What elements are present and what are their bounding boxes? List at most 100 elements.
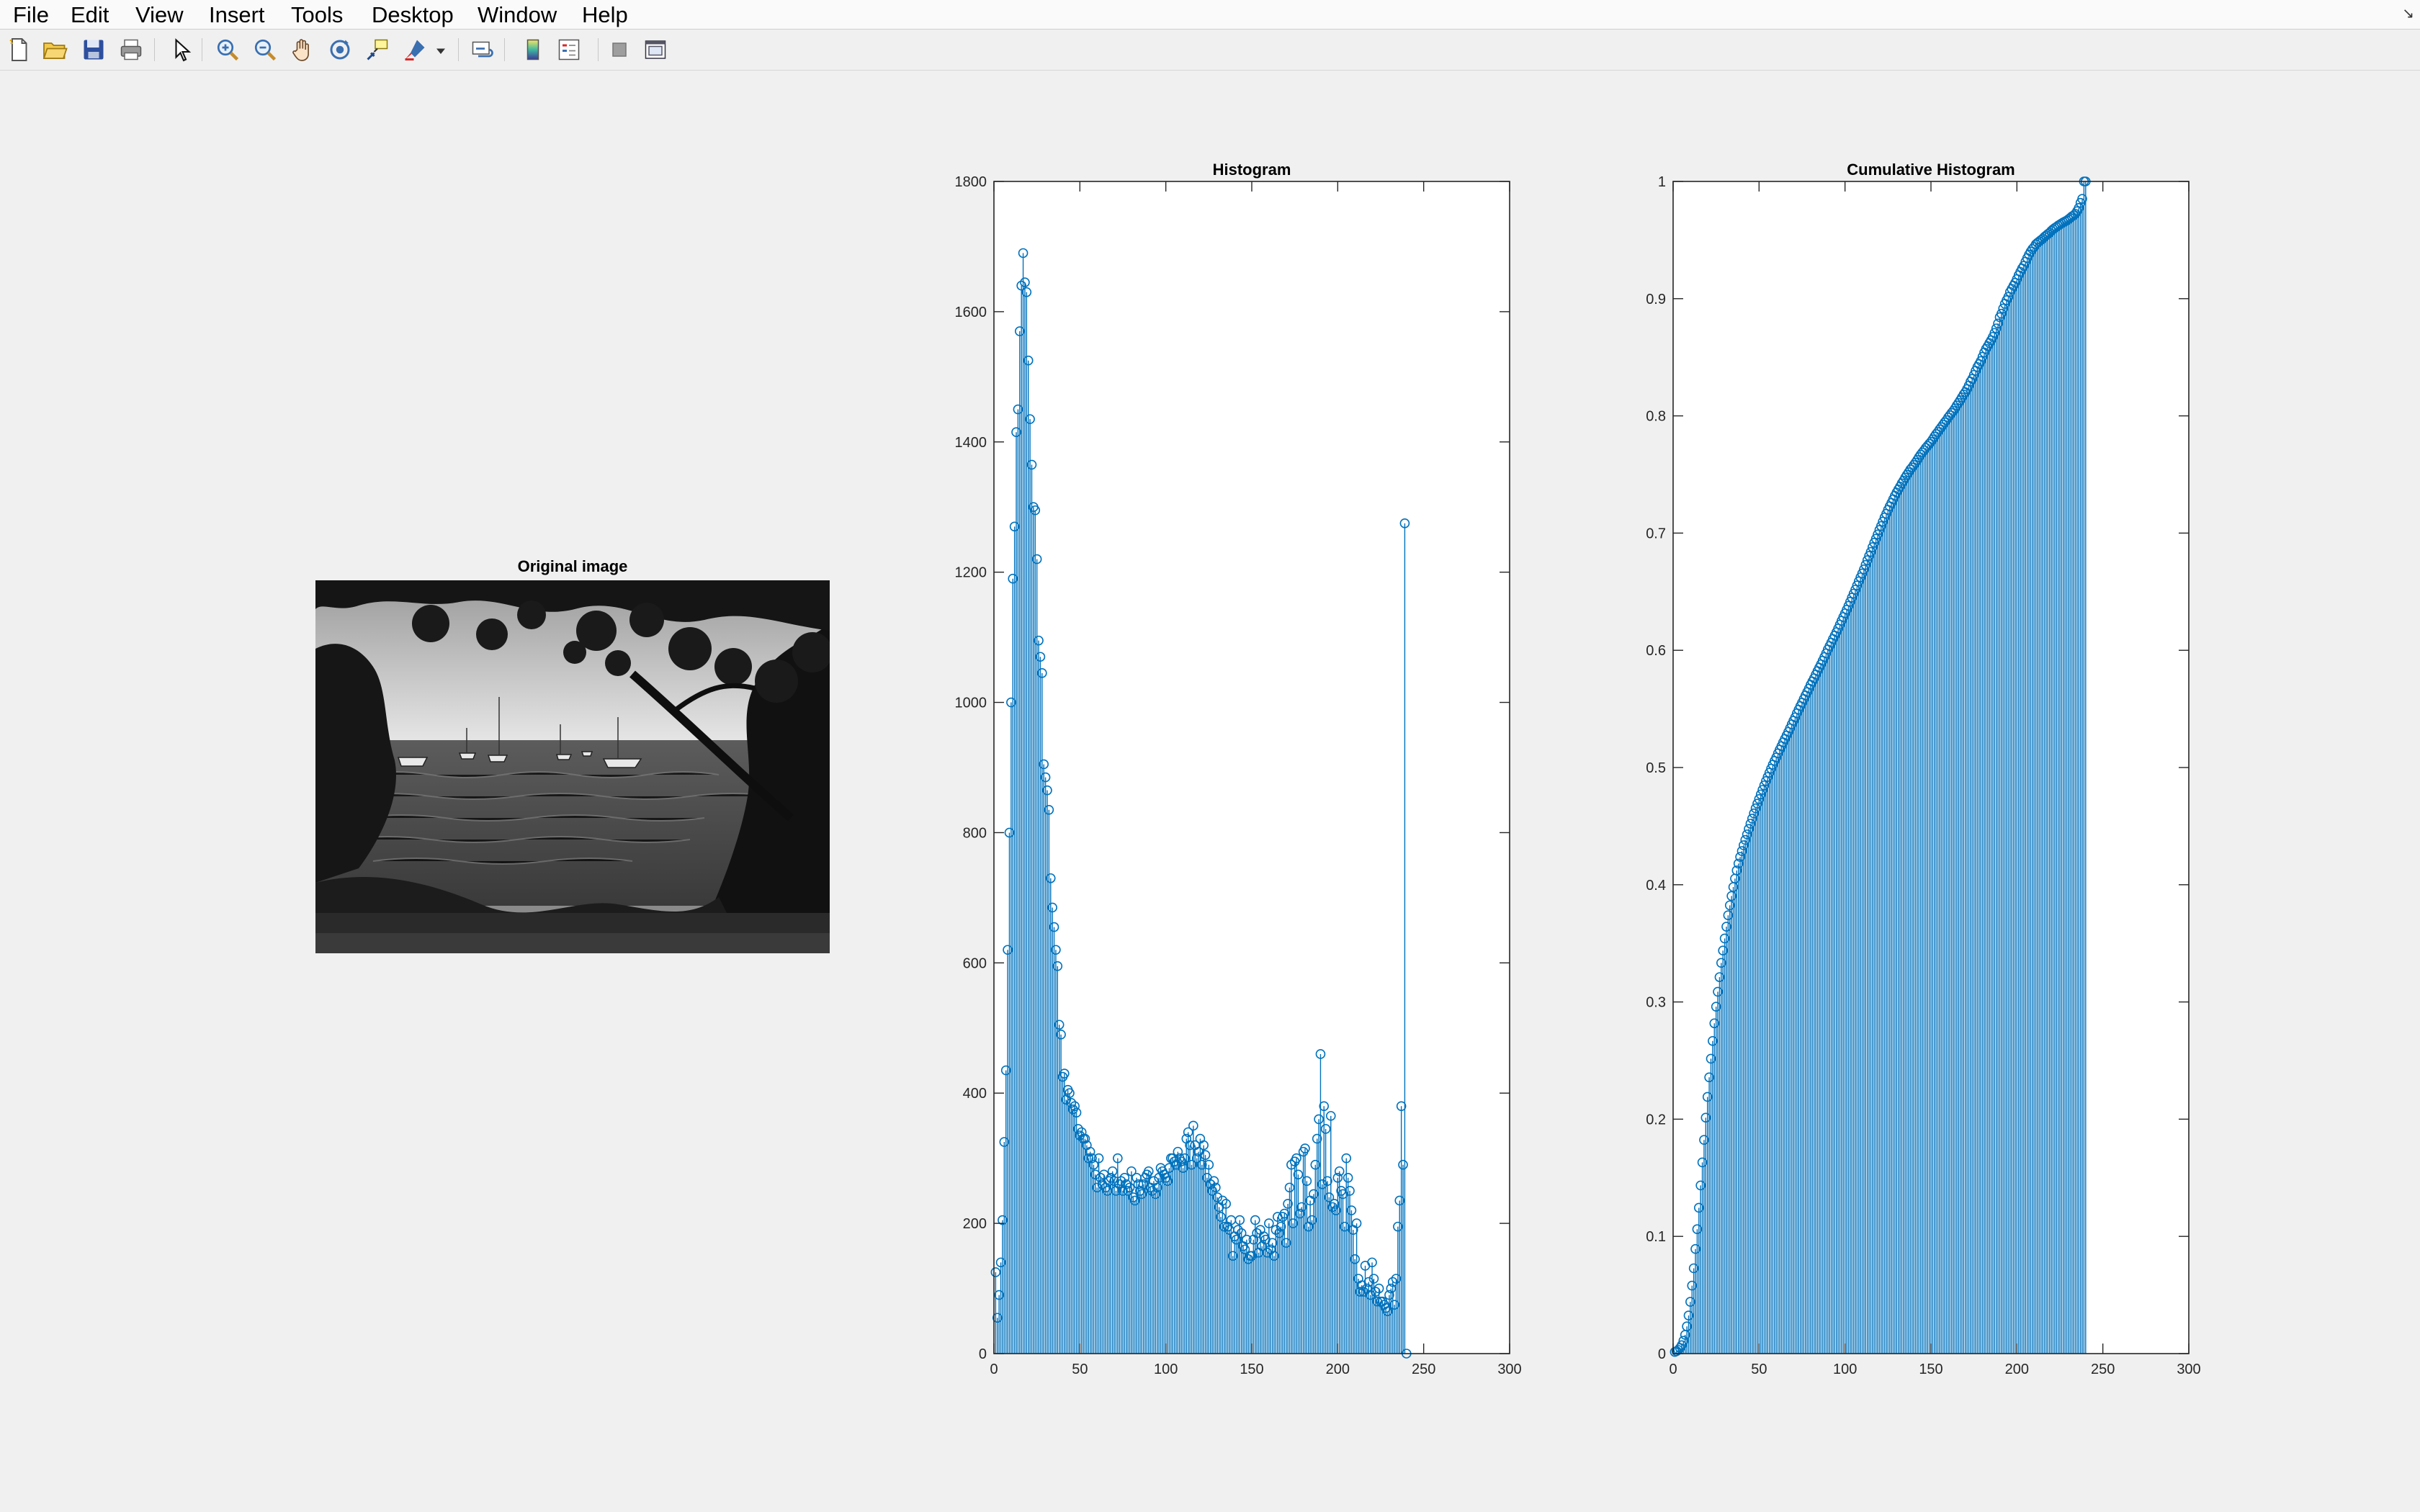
histogram-marker bbox=[1276, 1221, 1286, 1232]
histogram-marker bbox=[1030, 505, 1041, 516]
cumulative-histogram-ytick-label: 1 bbox=[1658, 174, 1666, 190]
zoom-in-icon[interactable] bbox=[215, 37, 241, 63]
cumulative-histogram-marker bbox=[1704, 1072, 1714, 1083]
zoom-out-icon[interactable] bbox=[252, 37, 278, 63]
cumulative-histogram-marker bbox=[1671, 1346, 1682, 1356]
cumulative-histogram-ytick-label: 0.9 bbox=[1646, 292, 1666, 307]
histogram-marker bbox=[1320, 1124, 1331, 1134]
histogram-marker bbox=[1044, 804, 1054, 815]
cumulative-histogram-ytick-label: 0 bbox=[1658, 1346, 1666, 1362]
cumulative-histogram-marker bbox=[1677, 1340, 1687, 1351]
new-figure-icon[interactable] bbox=[6, 37, 32, 63]
histogram-marker bbox=[1173, 1146, 1183, 1157]
cumulative-histogram-marker bbox=[1726, 891, 1736, 901]
cumulative-histogram-ytick-label: 0.2 bbox=[1646, 1112, 1666, 1128]
menu-view[interactable]: View bbox=[135, 2, 184, 27]
histogram-marker bbox=[1334, 1166, 1345, 1176]
histogram-marker bbox=[1085, 1146, 1095, 1157]
cumulative-histogram-marker bbox=[1719, 933, 1730, 944]
link-plot-icon[interactable] bbox=[470, 37, 496, 63]
histogram-marker bbox=[1018, 248, 1028, 258]
histogram-marker bbox=[1209, 1176, 1219, 1187]
cumulative-histogram-marker bbox=[1862, 555, 1873, 565]
histogram-marker bbox=[1087, 1153, 1097, 1164]
image-title: Original image bbox=[517, 557, 628, 575]
histogram-marker bbox=[995, 1257, 1006, 1268]
histogram-marker bbox=[1329, 1199, 1340, 1209]
insert-colorbar-icon[interactable] bbox=[520, 37, 546, 63]
cumulative-histogram-marker bbox=[1694, 1202, 1704, 1213]
data-cursor-icon[interactable] bbox=[364, 37, 390, 63]
menu-insert[interactable]: Insert bbox=[209, 2, 265, 27]
histogram-marker bbox=[1389, 1300, 1399, 1310]
menu-help[interactable]: Help bbox=[582, 2, 628, 27]
histogram-marker bbox=[1343, 1173, 1353, 1183]
cumulative-histogram-marker bbox=[1711, 1002, 1721, 1012]
histogram-xtick-label: 0 bbox=[990, 1362, 998, 1377]
menu-desktop[interactable]: Desktop bbox=[372, 2, 454, 27]
histogram-marker bbox=[1269, 1251, 1279, 1261]
histogram-marker bbox=[1384, 1290, 1394, 1300]
histogram-marker bbox=[1070, 1101, 1080, 1112]
histogram-marker bbox=[1231, 1234, 1242, 1245]
brush-icon[interactable] bbox=[402, 37, 428, 63]
menu-file[interactable]: File bbox=[13, 2, 49, 27]
undock-arrow-icon[interactable]: ↘ bbox=[2402, 6, 2414, 22]
menu-window[interactable]: Window bbox=[478, 2, 557, 27]
histogram-ytick-label: 600 bbox=[963, 955, 987, 971]
histogram-marker bbox=[1295, 1208, 1305, 1219]
cumulative-histogram-marker bbox=[1678, 1336, 1689, 1346]
cumulative-histogram-xtick-label: 250 bbox=[2091, 1362, 2115, 1377]
edit-plot-arrow-icon[interactable] bbox=[169, 37, 194, 63]
histogram-marker bbox=[1217, 1195, 1228, 1206]
histogram-marker bbox=[990, 1267, 1001, 1277]
histogram-marker bbox=[1324, 1192, 1335, 1202]
cumulative-histogram-marker bbox=[1991, 323, 2002, 333]
cumulative-histogram-xtick-label: 300 bbox=[2177, 1362, 2200, 1377]
cumulative-histogram-marker bbox=[1700, 1112, 1711, 1123]
save-icon[interactable] bbox=[81, 37, 107, 63]
print-icon[interactable] bbox=[118, 37, 144, 63]
cumulative-histogram-marker bbox=[1998, 303, 2009, 314]
rotate-3d-icon[interactable] bbox=[327, 37, 353, 63]
histogram-marker bbox=[1227, 1251, 1238, 1261]
histogram-stems bbox=[995, 253, 1406, 1354]
histogram-marker bbox=[1398, 1159, 1408, 1170]
brush-dropdown-icon[interactable] bbox=[434, 37, 448, 63]
histogram-marker bbox=[998, 1215, 1008, 1225]
histogram-marker bbox=[1340, 1221, 1350, 1232]
histogram-marker bbox=[1242, 1234, 1252, 1245]
histogram-marker bbox=[1205, 1179, 1216, 1189]
show-plot-tools-icon[interactable] bbox=[642, 37, 668, 63]
cumulative-histogram-marker bbox=[1870, 534, 1881, 544]
histogram-marker bbox=[1350, 1254, 1360, 1264]
histogram-marker bbox=[1279, 1208, 1290, 1219]
histogram-marker bbox=[1025, 414, 1035, 424]
menu-tools[interactable]: Tools bbox=[291, 2, 344, 27]
figure-toolbar bbox=[0, 30, 2420, 71]
cumulative-histogram-marker bbox=[1731, 865, 1742, 876]
histogram-marker bbox=[1003, 945, 1013, 955]
histogram-ytick-label: 0 bbox=[979, 1346, 987, 1362]
open-file-icon[interactable] bbox=[42, 37, 68, 63]
histogram-marker bbox=[1346, 1205, 1357, 1215]
insert-legend-icon[interactable] bbox=[556, 37, 582, 63]
pan-hand-icon[interactable] bbox=[290, 37, 315, 63]
cumulative-histogram-marker bbox=[1706, 1053, 1716, 1064]
cumulative-histogram-marker bbox=[1876, 521, 1886, 531]
histogram-marker bbox=[1178, 1163, 1188, 1174]
histogram-marker bbox=[1052, 961, 1063, 971]
histogram-marker bbox=[1234, 1215, 1245, 1225]
cumulative-histogram-marker bbox=[1989, 328, 2000, 338]
cumulative-histogram-marker bbox=[1745, 819, 1756, 829]
cumulative-histogram-marker bbox=[1936, 422, 1947, 433]
menu-edit[interactable]: Edit bbox=[71, 2, 109, 27]
hide-plot-tools-icon[interactable] bbox=[606, 37, 632, 63]
histogram-marker bbox=[1088, 1159, 1099, 1170]
cumulative-histogram-ytick-label: 0.5 bbox=[1646, 760, 1666, 776]
cumulative-histogram-markers bbox=[1670, 176, 2091, 1357]
histogram-marker bbox=[1212, 1192, 1223, 1202]
histogram-marker bbox=[1264, 1218, 1274, 1228]
histogram-marker bbox=[994, 1290, 1004, 1300]
histogram-marker bbox=[1106, 1173, 1116, 1183]
